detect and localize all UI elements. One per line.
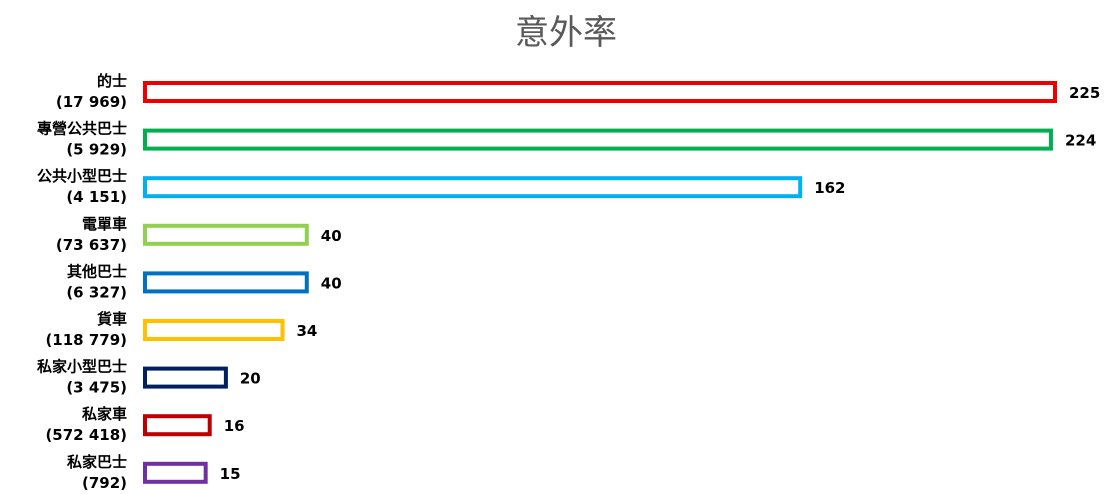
category-count-5: (6 327) [66, 283, 127, 301]
category-count-8: (572 418) [45, 426, 127, 444]
category-label-5: 其他巴士 [67, 262, 127, 280]
value-label-5: 40 [321, 274, 342, 292]
category-count-4: (73 637) [56, 236, 127, 254]
category-count-7: (3 475) [66, 379, 127, 397]
bar-1 [143, 81, 1057, 103]
category-label-3: 公共小型巴士 [37, 167, 127, 185]
value-label-4: 40 [321, 227, 342, 245]
category-label-1: 的士 [97, 72, 127, 90]
category-count-6: (118 779) [45, 331, 127, 349]
bar-9 [143, 461, 208, 484]
bar-3 [143, 176, 803, 199]
bars-group: 225 的士 (17 969) 224 專營公共巴士 (5 929) 162 公共小型巴士 (4… [36, 72, 1100, 492]
bar-6 [143, 319, 285, 341]
value-label-1: 225 [1069, 84, 1100, 102]
bar-4 [143, 223, 309, 246]
value-label-2: 224 [1065, 132, 1096, 150]
value-label-9: 15 [220, 465, 241, 483]
category-count-1: (17 969) [56, 93, 127, 111]
value-label-6: 34 [297, 322, 318, 340]
category-label-6: 貨車 [97, 310, 127, 328]
category-count-3: (4 151) [66, 188, 127, 206]
value-label-8: 16 [224, 417, 245, 435]
value-label-7: 20 [240, 370, 261, 388]
category-label-2: 專營公共巴士 [37, 120, 127, 138]
category-label-4: 電單車 [82, 215, 127, 233]
category-label-7: 私家小型巴士 [36, 358, 127, 376]
value-label-3: 162 [814, 179, 845, 197]
bar-5 [143, 271, 309, 294]
bar-2 [143, 128, 1053, 151]
bar-7 [143, 366, 228, 389]
category-count-2: (5 929) [66, 141, 127, 159]
category-label-9: 私家巴士 [66, 453, 127, 471]
bar-8 [143, 414, 212, 437]
category-label-8: 私家車 [81, 405, 127, 423]
chart-title: 意外率 [515, 13, 617, 53]
category-count-9: (792) [82, 474, 127, 492]
